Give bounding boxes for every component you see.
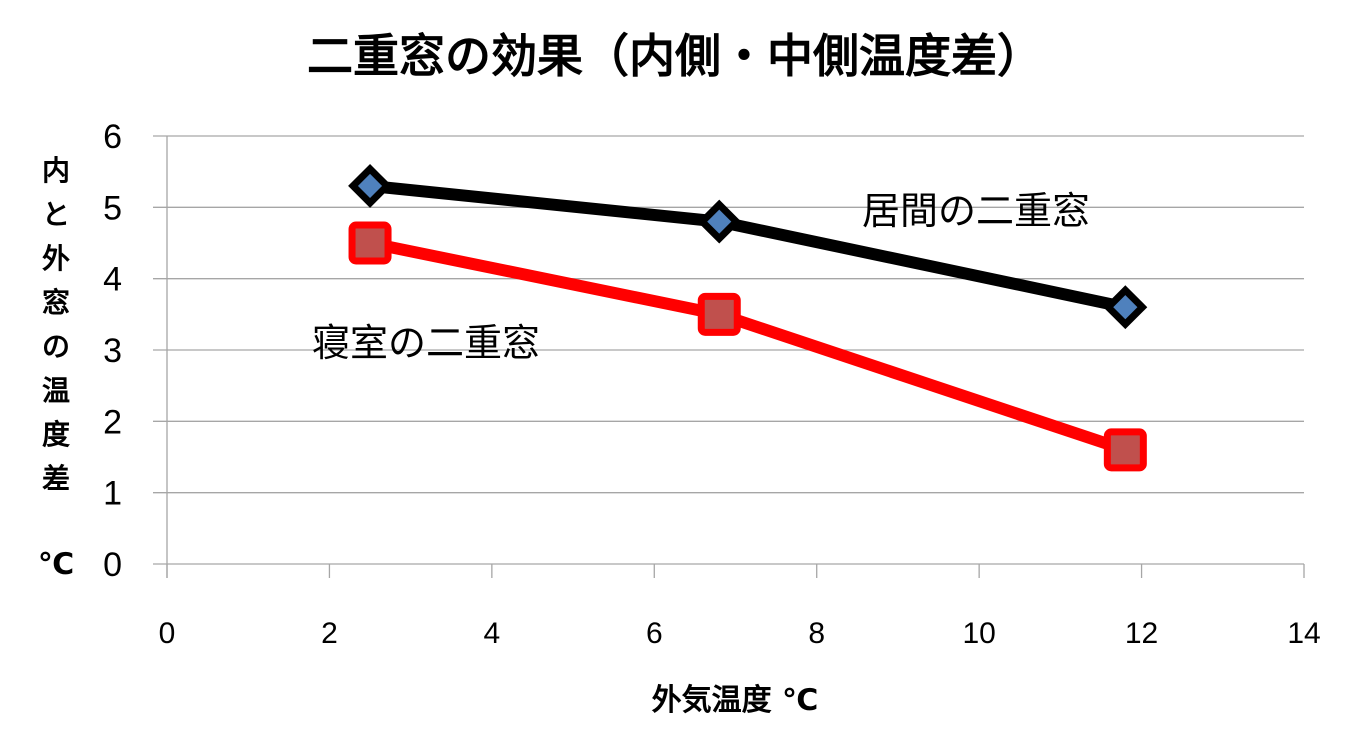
data-point-diamond bbox=[348, 163, 392, 208]
data-point-square bbox=[1103, 428, 1147, 472]
y-axis-title-char: 内 bbox=[42, 154, 70, 187]
y-axis-title-char: と bbox=[42, 198, 70, 231]
data-point-diamond bbox=[1103, 285, 1148, 330]
y-tick-label: 1 bbox=[103, 475, 122, 513]
data-point-diamond bbox=[697, 199, 742, 244]
x-tick-label: 8 bbox=[808, 617, 825, 650]
series-markers bbox=[348, 163, 1148, 472]
y-tick-label: 3 bbox=[103, 332, 122, 370]
x-tick-label: 14 bbox=[1287, 617, 1320, 650]
x-axis-title: 外気温度 ℃ bbox=[652, 683, 819, 718]
x-tick-label: 4 bbox=[484, 617, 501, 650]
y-tick-label: 5 bbox=[103, 189, 122, 227]
data-point-square bbox=[697, 292, 741, 336]
y-axis-title-char: 差 bbox=[42, 462, 70, 495]
chart-title: 二重窓の効果（内側・中側温度差） bbox=[307, 29, 1043, 83]
y-axis-title-char: 窓 bbox=[42, 286, 70, 319]
x-tick-label: 2 bbox=[321, 617, 338, 650]
y-tick-label: 6 bbox=[103, 118, 122, 156]
y-tick-label: 4 bbox=[103, 261, 122, 299]
x-tick-label: 6 bbox=[646, 617, 663, 650]
y-axis-title-char: 温 bbox=[42, 374, 70, 407]
y-tick-label: 2 bbox=[103, 403, 122, 441]
y-axis-title-char: 外 bbox=[42, 242, 70, 275]
y-axis-title-char: の bbox=[42, 330, 70, 363]
x-tick-label: 10 bbox=[962, 617, 995, 650]
x-tick-label: 12 bbox=[1125, 617, 1158, 650]
x-tick-label: 0 bbox=[159, 617, 176, 650]
y-axis-title-char: 度 bbox=[42, 418, 70, 451]
y-axis-unit: ℃ bbox=[38, 547, 74, 582]
y-tick-label: 0 bbox=[103, 546, 122, 584]
data-point-square bbox=[348, 221, 392, 265]
gridlines bbox=[153, 135, 1304, 494]
labels: 二重窓の効果（内側・中側温度差） 外気温度 ℃ ℃ 居間の二重窓 寝室の二重窓 bbox=[38, 29, 1090, 718]
annotation-living-room: 居間の二重窓 bbox=[862, 189, 1090, 233]
annotation-bedroom: 寝室の二重窓 bbox=[312, 321, 540, 365]
